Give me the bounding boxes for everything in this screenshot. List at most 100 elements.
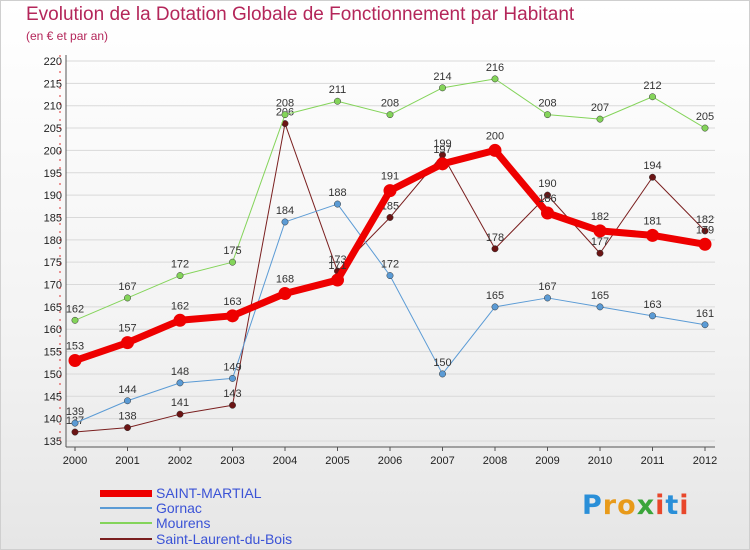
data-label: 178 <box>486 232 504 244</box>
data-label: 205 <box>696 111 714 123</box>
data-point <box>649 93 656 101</box>
data-point <box>491 245 499 253</box>
data-point <box>544 111 551 119</box>
y-grid: 135 140 145 150 155 160 165 170 175 180 185 190 195 2… <box>44 56 715 448</box>
data-label: 208 <box>538 98 556 110</box>
series-saint-martial: 153 157 162 163 168 171 191 197 200 186 182 181 179 <box>66 130 714 368</box>
data-point <box>281 218 289 226</box>
data-label: 197 <box>433 144 451 156</box>
y-tick-label: 200 <box>44 145 62 157</box>
data-label: 143 <box>223 388 241 400</box>
x-tick-label: 2011 <box>641 455 665 467</box>
data-label: 149 <box>223 361 241 373</box>
y-tick-label: 190 <box>44 190 62 202</box>
data-label: 167 <box>118 281 136 293</box>
chart-subtitle: (en € et par an) <box>26 29 109 43</box>
x-tick-label: 2009 <box>535 455 559 467</box>
data-point <box>229 374 236 382</box>
data-point <box>701 227 709 235</box>
x-tick-label: 2002 <box>168 455 192 467</box>
data-label: 200 <box>486 130 504 142</box>
logo-letter: i <box>655 490 666 521</box>
data-label: 186 <box>538 193 556 205</box>
data-point <box>649 173 656 181</box>
data-label: 173 <box>328 254 346 266</box>
data-label: 165 <box>591 290 609 302</box>
y-tick-label: 160 <box>44 324 62 336</box>
data-label: 199 <box>433 138 451 150</box>
data-label: 167 <box>538 281 556 293</box>
logo-letter: o <box>617 490 637 521</box>
x-axis-labels: 2000 2001 2002 2003 2004 2005 2006 2007 2008 2009… <box>63 447 717 467</box>
data-point <box>124 424 131 432</box>
data-point <box>491 75 499 83</box>
proxiti-logo: Proxiti <box>582 490 690 521</box>
data-label: 153 <box>66 341 84 353</box>
x-tick-label: 2006 <box>378 455 402 467</box>
data-point <box>71 316 79 324</box>
y-tick-label: 155 <box>44 347 62 359</box>
x-tick-label: 2003 <box>220 455 244 467</box>
series-gornac: 139 144 148 149 184 188 172 150 165 167 165 163 161 <box>66 187 714 427</box>
data-label: 208 <box>381 98 399 110</box>
data-label: 179 <box>696 224 714 236</box>
legend-swatch <box>100 522 152 524</box>
x-tick-label: 2008 <box>483 455 507 467</box>
x-tick-label: 2012 <box>693 455 717 467</box>
data-label: 168 <box>276 273 294 285</box>
legend-item: Gornac <box>100 500 202 516</box>
x-tick-label: 2010 <box>588 455 612 467</box>
data-point <box>71 428 79 436</box>
data-label: 163 <box>643 299 661 311</box>
y-tick-label: 170 <box>44 280 62 292</box>
legend-item: SAINT-MARTIAL <box>100 485 262 501</box>
data-label: 184 <box>276 205 294 217</box>
data-label: 182 <box>696 214 714 226</box>
data-point <box>698 237 712 251</box>
y-tick-label: 140 <box>44 414 62 426</box>
legend-swatch <box>100 507 152 509</box>
data-point <box>488 143 502 157</box>
data-point <box>386 214 394 221</box>
legend-label: Gornac <box>156 500 202 516</box>
data-point <box>436 157 449 171</box>
data-label: 211 <box>329 84 347 96</box>
data-label: 216 <box>486 62 504 74</box>
data-point <box>383 184 397 198</box>
data-label: 191 <box>381 171 399 183</box>
legend-item: Saint-Laurent-du-Bois <box>100 531 292 547</box>
data-point <box>386 272 394 280</box>
logo-letter: P <box>582 490 603 521</box>
data-point <box>226 309 239 323</box>
data-label: 162 <box>171 300 189 312</box>
x-tick-label: 2005 <box>325 455 349 467</box>
data-label: 172 <box>381 259 399 271</box>
data-point <box>544 191 551 199</box>
data-label: 188 <box>328 187 346 199</box>
y-tick-label: 175 <box>44 257 62 269</box>
data-label: 208 <box>276 98 294 110</box>
data-point <box>281 111 289 119</box>
y-tick-label: 220 <box>44 56 62 68</box>
data-label: 175 <box>223 245 241 257</box>
data-point <box>331 273 344 287</box>
data-point <box>68 354 82 368</box>
data-point <box>229 258 236 266</box>
y-tick-label: 205 <box>44 123 62 135</box>
data-label: 141 <box>171 397 189 409</box>
y-tick-label: 135 <box>44 436 62 448</box>
y-tick-label: 195 <box>44 168 62 180</box>
data-point <box>124 397 131 405</box>
y-tick-label: 215 <box>44 78 62 90</box>
data-point <box>649 312 656 320</box>
logo-letter: i <box>679 490 690 521</box>
data-label: 214 <box>433 71 451 83</box>
logo-letter: r <box>602 490 618 521</box>
data-point <box>176 410 184 418</box>
data-point <box>701 321 709 329</box>
data-point <box>701 124 709 132</box>
data-label: 181 <box>643 215 661 227</box>
legend-label: Saint-Laurent-du-Bois <box>156 531 293 547</box>
